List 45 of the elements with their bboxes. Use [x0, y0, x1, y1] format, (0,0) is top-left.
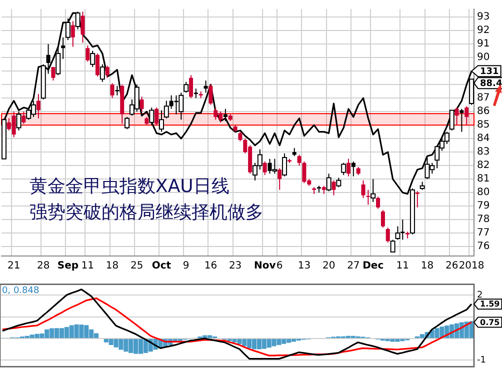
- y-tick-label: 84: [477, 133, 490, 144]
- y-tick-label: 82: [477, 160, 490, 172]
- y-tick-label: 76: [477, 241, 490, 252]
- x-tick-label: 27: [347, 260, 360, 272]
- y-tick-label: 85: [477, 120, 490, 131]
- x-tick-label: 16: [204, 260, 218, 272]
- x-tick-label: Dec: [362, 260, 384, 272]
- x-tick-label: 21: [7, 260, 20, 272]
- x-tick-label: 6: [276, 260, 283, 272]
- x-tick-label: 11: [81, 260, 94, 272]
- text: 强势突破的格局继续择机做多: [30, 202, 264, 223]
- x-tick-label: Oct: [152, 260, 172, 272]
- y-tick-label: 83: [477, 146, 490, 158]
- y-tick-label: 2: [477, 290, 483, 301]
- y-tick-label: 90: [477, 52, 490, 64]
- text: 88.4: [480, 78, 502, 89]
- x-tick-label: 25: [130, 260, 144, 272]
- x-tick-label: 28: [37, 260, 50, 272]
- x-tick-label: 18: [420, 260, 434, 272]
- annotation: 0, 0.848: [2, 286, 40, 296]
- y-tick-label: 91: [477, 38, 490, 50]
- y-tick-label: 80: [477, 187, 490, 198]
- y-tick-label: -1: [477, 355, 486, 366]
- y-tick-label: 79: [477, 200, 490, 212]
- x-tick-label: Sep: [57, 260, 79, 272]
- y-tick-label: 92: [477, 25, 490, 36]
- x-tick-label: 11: [396, 260, 410, 272]
- text: 黄金金甲虫指数XAU日线: [30, 176, 230, 197]
- y-tick-label: 87: [477, 92, 490, 104]
- x-tick-label: 13: [298, 260, 311, 272]
- x-tick-label: 18: [106, 260, 119, 272]
- y-tick-label: 93: [477, 12, 490, 23]
- y-tick-label: 77: [477, 228, 490, 239]
- y-tick-label: 81: [477, 174, 490, 185]
- text: 0.75: [480, 318, 500, 327]
- annotation: 131: [480, 66, 499, 77]
- x-tick-label: 23: [228, 260, 242, 272]
- x-tick-label: 20: [322, 260, 336, 272]
- x-tick-label: 9: [182, 260, 190, 272]
- y-tick-label: 78: [477, 214, 490, 226]
- text: 1.59: [480, 300, 500, 309]
- x-tick-label: 2018: [458, 260, 484, 272]
- y-tick-label: 86: [477, 106, 490, 118]
- x-tick-label: 26: [445, 260, 458, 272]
- x-tick-label: Nov: [254, 260, 276, 272]
